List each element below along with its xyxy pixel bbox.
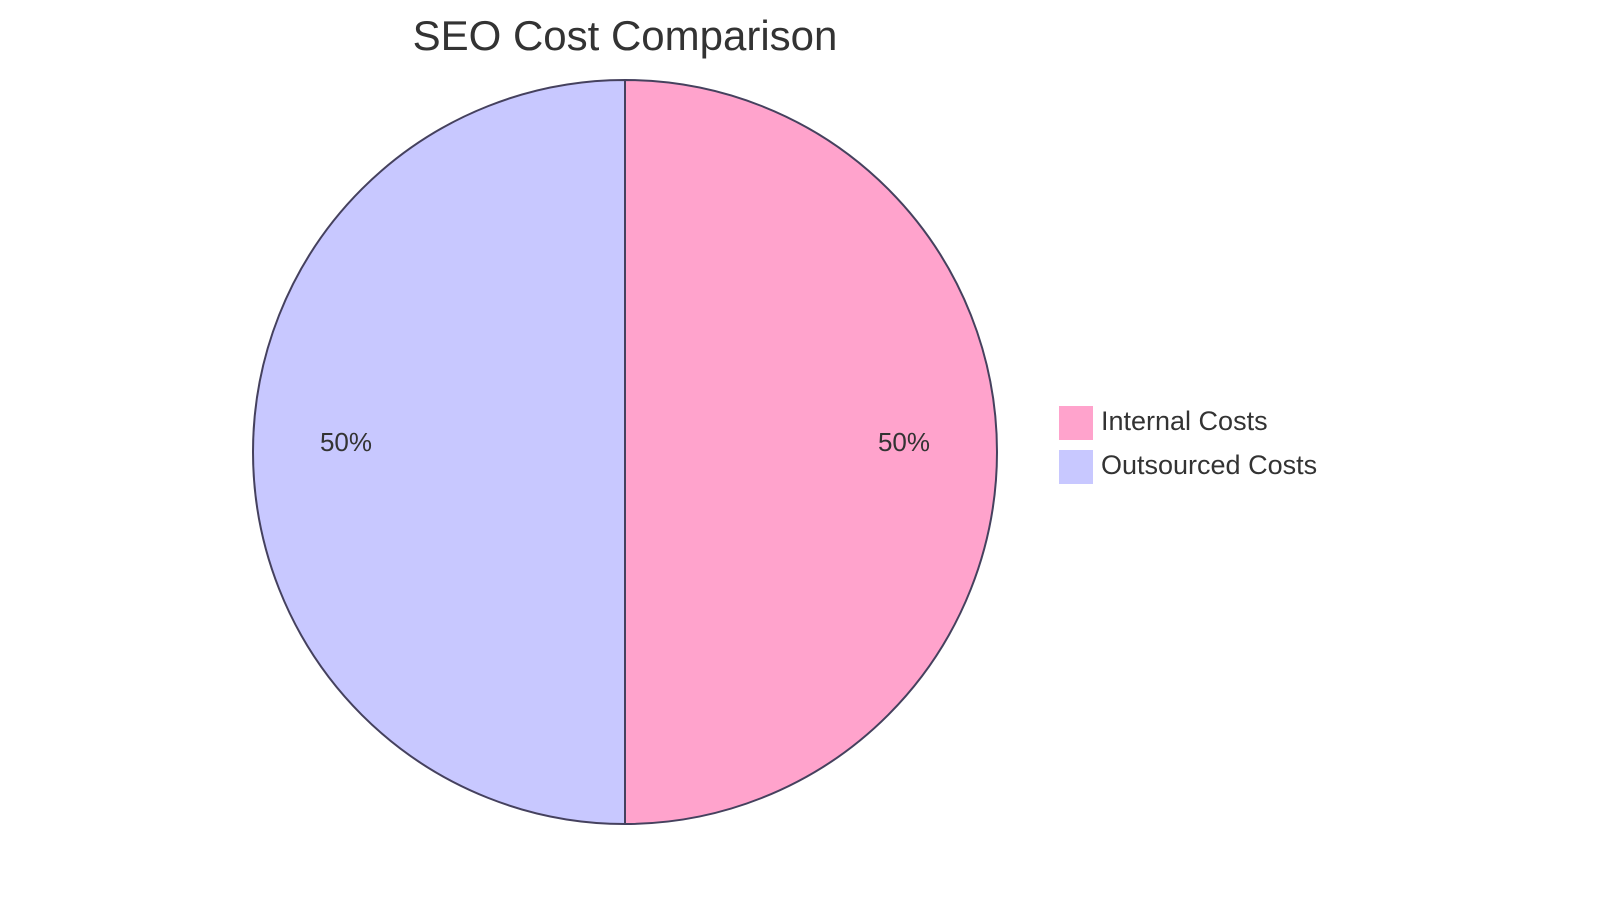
- pie-slice-2: [252, 78, 626, 826]
- pie-slice-label-1: 50%: [878, 427, 930, 457]
- legend-swatch-1: [1057, 404, 1095, 442]
- legend-label-1: Internal Costs: [1101, 406, 1268, 436]
- pie-slice-labels: 50% 50%: [320, 427, 930, 457]
- chart-title: SEO Cost Comparison: [413, 12, 838, 59]
- legend: Internal Costs Outsourced Costs: [1057, 404, 1317, 486]
- pie-slice-label-2: 50%: [320, 427, 372, 457]
- pie-slice-1: [624, 78, 998, 826]
- legend-label-2: Outsourced Costs: [1101, 450, 1317, 480]
- legend-swatch-2: [1057, 448, 1095, 486]
- pie-slices: [252, 78, 998, 826]
